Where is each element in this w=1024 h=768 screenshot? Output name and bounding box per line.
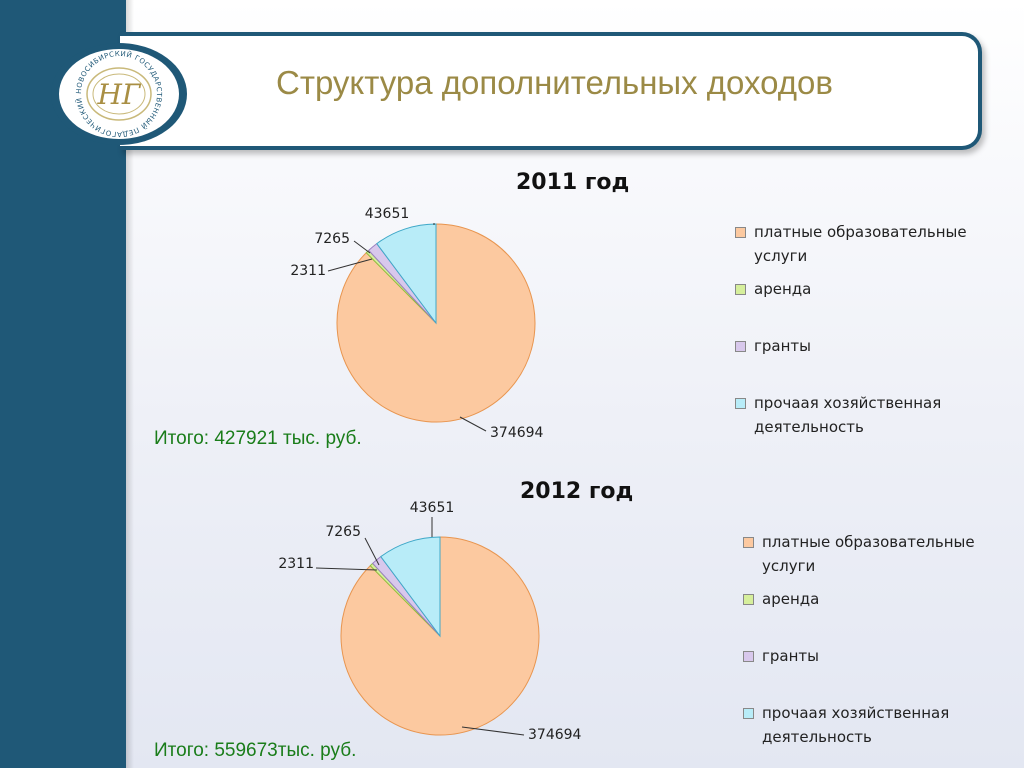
leader-line: [459, 416, 487, 432]
legend-swatch: [743, 537, 754, 548]
legend-swatch: [735, 341, 746, 352]
legend-label: платные образовательные услуги: [762, 533, 975, 575]
legend-2012: платные образовательные услуги аренда гр…: [743, 530, 1013, 750]
legend-label: гранты: [754, 337, 811, 355]
legend-swatch: [735, 284, 746, 295]
data-label: 7265: [314, 231, 350, 247]
legend-item-paid-services: платные образовательные услуги: [735, 220, 1005, 268]
chart-title-2011: 2011 год: [516, 170, 630, 195]
legend-item-paid-services: платные образовательные услуги: [743, 530, 1013, 578]
university-logo: НОВОСИБИРСКИЙ ГОСУДАРСТВЕННЫЙ ПЕДАГОГИЧЕ…: [49, 42, 187, 145]
legend-swatch: [735, 227, 746, 238]
legend-swatch: [743, 594, 754, 605]
data-label: 2311: [290, 263, 326, 279]
legend-item-other: прочаая хозяйственная деятельность: [743, 701, 1013, 749]
legend-label: прочаая хозяйственная деятельность: [754, 394, 942, 436]
legend-swatch: [735, 398, 746, 409]
legend-swatch: [743, 708, 754, 719]
leader-line: [315, 567, 378, 571]
total-2011: Итого: 427921 тыс. руб.: [154, 428, 362, 449]
title-banner: Структура дополнительных доходов: [120, 32, 982, 150]
legend-label: платные образовательные услуги: [754, 223, 967, 265]
slice-other: [380, 536, 441, 638]
leader-line: [327, 258, 373, 272]
data-label: 2311: [278, 556, 314, 572]
pie-chart-2011: 374694 2311 7265 43651: [290, 206, 544, 441]
chart-title-2012: 2012 год: [520, 479, 634, 504]
legend-item-other: прочаая хозяйственная деятельность: [735, 391, 1005, 439]
total-2012: Итого: 559673тыс. руб.: [154, 740, 357, 761]
slice-other: [376, 223, 437, 325]
pie-chart-2012: 374694 2311 7265 43651: [278, 500, 582, 743]
legend-label: аренда: [754, 280, 812, 298]
legend-item-rent: аренда: [735, 277, 811, 301]
legend-label: прочаая хозяйственная деятельность: [762, 704, 950, 746]
legend-item-grants: гранты: [743, 644, 819, 668]
legend-item-grants: гранты: [735, 334, 811, 358]
legend-2011: платные образовательные услуги аренда гр…: [735, 220, 1005, 440]
data-label: 374694: [490, 425, 544, 441]
data-label: 43651: [410, 500, 455, 516]
legend-swatch: [743, 651, 754, 662]
data-label: 374694: [528, 727, 582, 743]
legend-item-rent: аренда: [743, 587, 819, 611]
leader-line: [364, 537, 380, 566]
legend-label: аренда: [762, 590, 820, 608]
slide-title: Структура дополнительных доходов: [276, 64, 833, 101]
logo-monogram: НГ: [97, 78, 142, 111]
legend-label: гранты: [762, 647, 819, 665]
data-label: 7265: [325, 524, 361, 540]
leader-line: [353, 240, 371, 254]
leader-line: [461, 726, 525, 736]
data-label: 43651: [365, 206, 410, 222]
